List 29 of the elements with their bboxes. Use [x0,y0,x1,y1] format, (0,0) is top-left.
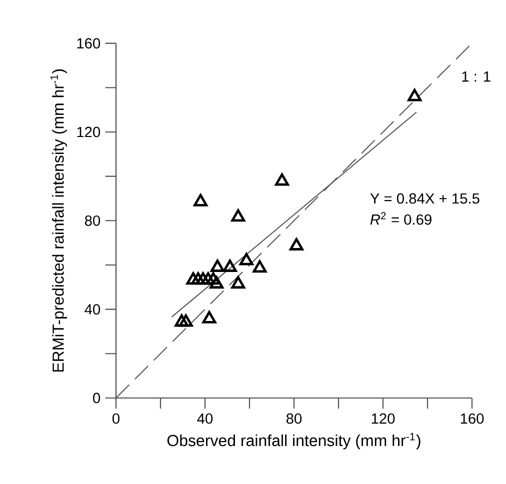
x-tick-label: 120 [372,413,395,424]
x-tick-label: 0 [112,413,120,424]
point [239,252,254,266]
point [275,173,289,186]
x-axis-title: Observed rainfall intensity (mm hr$^{-1}$) [167,432,420,450]
point [252,260,267,273]
y-tick-label: 40 [84,304,100,315]
point [231,276,246,289]
x-tick-label: 80 [286,413,302,424]
point [178,314,193,327]
point [210,260,224,272]
point [186,272,200,285]
point [202,310,216,324]
y-tick-label: 120 [77,126,100,138]
series-label: 1 : 1 [462,72,490,82]
point [222,260,237,272]
y-tick-label: 0 [93,392,100,404]
point [231,209,246,222]
y-axis-title: ERMiT-predicted rainfall intensity (mm hr$^{-1}$) [50,69,68,372]
y-tick-label: 80 [84,215,100,226]
point [408,88,422,102]
annotation: R$^{2}$ = 0.69 [370,212,432,225]
x-tick-label: 40 [197,413,213,424]
y-tick-label: 160 [77,38,100,49]
x-tick-label: 160 [460,413,484,424]
point [194,194,208,206]
point [210,276,224,289]
point [289,238,304,250]
annotation: Y = 0.84X + 15.5 [370,193,480,204]
